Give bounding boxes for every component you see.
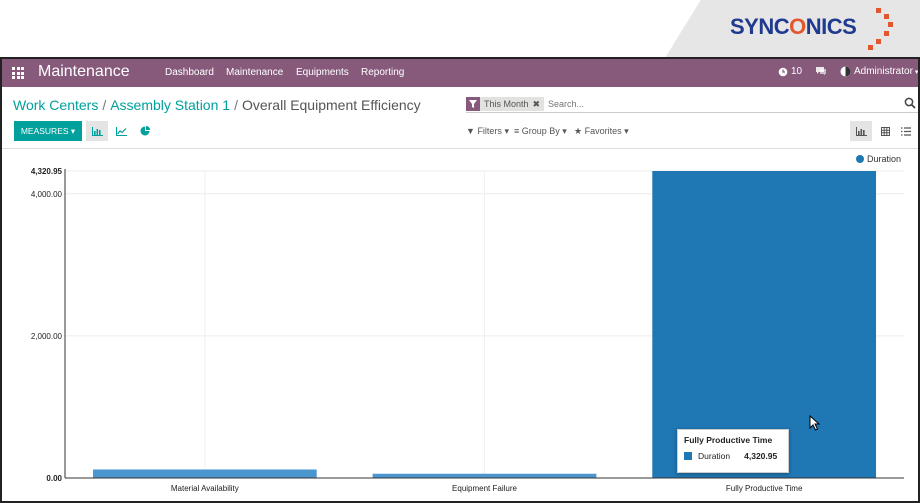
breadcrumb-current: Overall Equipment Efficiency [241,97,421,113]
brand-logo-x: O [789,14,806,39]
bar[interactable] [372,473,597,478]
brand-logo: SYNCONICS [730,14,857,40]
menu-equipments[interactable]: Equipments [296,67,349,78]
bar-chart: 0.00 2,000.00 4,000.00 4,320.95 Material Ava… [31,167,904,493]
bar[interactable] [652,171,877,478]
x-tick-label: Equipment Failure [452,484,517,493]
activity-button[interactable]: 10 [778,66,802,77]
menu-maintenance[interactable]: Maintenance [226,67,284,78]
brand-logo-pre: SYNC [730,14,790,39]
legend-swatch [856,155,864,163]
chat-icon [816,67,826,76]
control-panel: Work Centers / Assembly Station 1/Overall … [2,87,918,149]
breadcrumb-separator: / [234,97,238,113]
activity-count: 10 [791,66,803,77]
pivot-table-icon [880,126,890,136]
y-tick-label: 0.00 [46,474,62,483]
tooltip-swatch [684,452,692,460]
y-tick-label: 4,320.95 [31,167,63,176]
graph-view-icon [855,126,867,136]
menu-reporting[interactable]: Reporting [361,67,405,78]
bar[interactable] [92,469,317,478]
breadcrumb-assembly-station[interactable]: Assembly Station 1 [110,97,231,113]
mouse-cursor-icon [809,415,821,431]
brand-band: SYNCONICS [0,0,920,58]
tooltip-value: 4,320.95 [744,451,778,461]
search-box: This Month ✖ [466,95,918,113]
chart-legend[interactable]: Duration [856,154,901,164]
y-tick-label: 2,000.00 [31,332,63,341]
list-view-button[interactable] [895,121,917,141]
tooltip-row: Duration 4,320.95 [684,451,782,461]
avatar-icon [840,66,851,77]
search-icon[interactable] [904,97,916,109]
filter-icon [466,97,480,111]
breadcrumb-work-centers[interactable]: Work Centers [13,97,99,113]
facet-value: This Month [480,97,533,111]
clock-icon [778,67,788,76]
app-title[interactable]: Maintenance [38,63,130,80]
pivot-view-button[interactable] [874,121,896,141]
apps-grid-icon[interactable] [12,67,24,79]
bar-chart-mode-button[interactable] [86,121,108,141]
measures-button[interactable]: MEASURES ▾ [14,121,82,141]
brand-logo-post: NICS [805,14,857,39]
favorites-dropdown[interactable]: ★ Favorites ▾ [574,126,629,137]
filters-dropdown[interactable]: ▼ Filters ▾ [466,126,509,137]
list-lines-icon: ≡ [514,126,520,136]
menu-dashboard[interactable]: Dashboard [165,67,214,78]
x-tick-label: Fully Productive Time [726,484,803,493]
chart-tooltip: Fully Productive Time Duration 4,320.95 [677,429,789,473]
facet-remove-icon[interactable]: ✖ [532,97,545,111]
graph-view-button[interactable] [850,121,872,141]
line-chart-icon [115,126,127,136]
list-view-icon [901,126,911,136]
tooltip-title: Fully Productive Time [684,435,773,445]
search-facet: This Month ✖ [466,97,545,111]
line-chart-mode-button[interactable] [110,121,132,141]
bar-chart-icon [91,126,103,136]
app-window: Maintenance Dashboard Maintenance Equipm… [0,57,920,503]
x-tick-label: Material Availability [171,484,239,493]
brand-mark-icon [868,8,893,50]
group-by-label: Group By ▾ [521,126,567,136]
user-name: Administrator [854,66,913,77]
caret-down-icon: ▾ [914,68,919,76]
favorites-label: Favorites ▾ [584,126,629,136]
search-input[interactable] [548,96,888,112]
filters-label: Filters ▾ [477,126,509,136]
group-by-dropdown[interactable]: ≡ Group By ▾ [514,126,567,137]
filter-funnel-icon: ▼ [466,126,475,136]
top-navbar: Maintenance Dashboard Maintenance Equipm… [2,59,918,87]
star-icon: ★ [574,126,583,136]
breadcrumb-separator: / [102,97,107,113]
y-tick-label: 4,000.00 [31,190,63,199]
tooltip-label: Duration [698,451,731,461]
pie-chart-icon [140,126,150,136]
chart-area: 0.00 2,000.00 4,000.00 4,320.95 Material Ava… [2,150,918,501]
breadcrumb: Work Centers / Assembly Station 1/Overall … [13,97,421,113]
pie-chart-mode-button[interactable] [134,121,156,141]
messaging-button[interactable] [815,66,827,79]
user-menu[interactable]: Administrator ▾ [840,66,918,77]
legend-label: Duration [867,154,902,164]
